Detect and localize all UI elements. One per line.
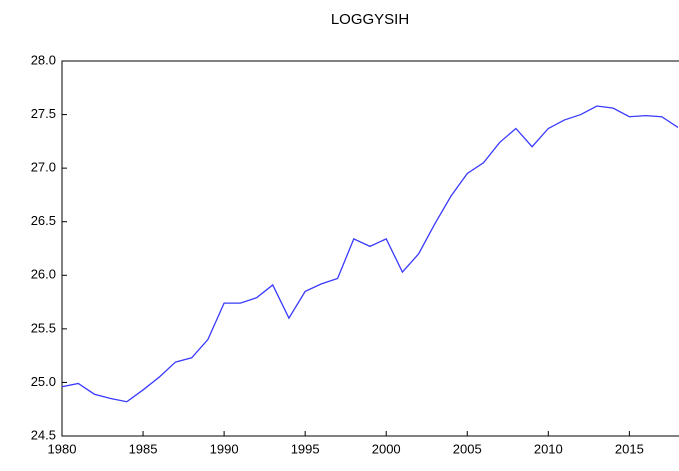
y-tick-label: 26.5 <box>31 213 56 228</box>
y-tick-label: 28.0 <box>31 52 56 67</box>
plot-frame <box>61 60 679 437</box>
y-tick-label: 27.5 <box>31 106 56 121</box>
x-tick-label: 1990 <box>210 441 239 456</box>
x-tick-label: 2010 <box>534 441 563 456</box>
x-tick-label: 1980 <box>48 441 77 456</box>
line-series <box>61 105 679 403</box>
y-tick-label: 25.5 <box>31 320 56 335</box>
x-tick-label: 2000 <box>372 441 401 456</box>
chart-title: LOGGYSIH <box>331 11 409 28</box>
y-tick-label: 27.0 <box>31 160 56 175</box>
y-tick-label: 26.0 <box>31 267 56 282</box>
x-tick-label: 1995 <box>291 441 320 456</box>
y-tick-label: 24.5 <box>31 427 56 442</box>
x-tick-label: 2005 <box>453 441 482 456</box>
x-tick-label: 1985 <box>129 441 158 456</box>
x-tick-label: 2015 <box>615 441 644 456</box>
y-tick-label: 25.0 <box>31 374 56 389</box>
